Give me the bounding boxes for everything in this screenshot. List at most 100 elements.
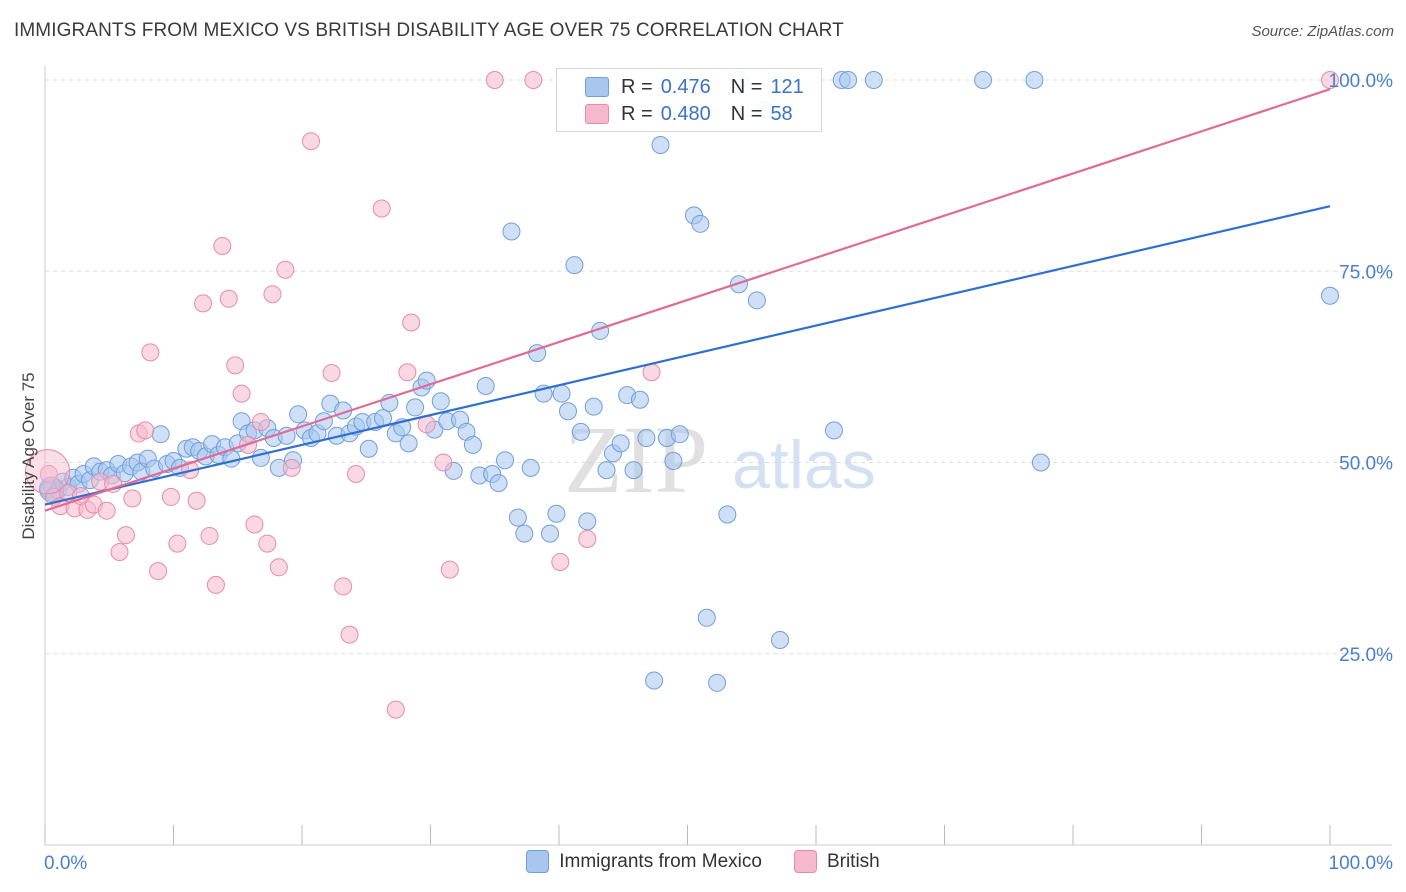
stats-legend-row-mexico: R = 0.476 N = 121 <box>585 73 804 101</box>
tick-labels: 25.0% 50.0% 75.0% 100.0% 0.0% 100.0% <box>44 71 1393 874</box>
data-point-mexico <box>651 136 670 155</box>
watermark-zip: ZIP <box>564 406 708 513</box>
r-label: R = <box>621 75 653 98</box>
legend-item-mexico[interactable]: Immigrants from Mexico <box>526 850 762 873</box>
data-point-mexico <box>597 461 616 480</box>
data-point-british <box>301 132 320 151</box>
y-tick-label: 50.0% <box>1339 454 1393 475</box>
data-point-mexico <box>664 451 683 470</box>
data-point-mexico <box>864 71 883 89</box>
r-label: R = <box>621 102 653 125</box>
data-point-mexico <box>277 426 296 445</box>
data-point-mexico <box>747 291 766 310</box>
data-point-british <box>578 530 597 548</box>
data-point-british <box>282 458 301 477</box>
data-point-british <box>258 534 277 553</box>
y-axis-label: Disability Age Over 75 <box>19 372 38 540</box>
data-point-mexico <box>630 390 649 409</box>
data-point-british <box>194 294 213 313</box>
data-point-mexico <box>718 505 737 524</box>
data-point-mexico <box>1031 453 1050 472</box>
data-point-mexico <box>521 458 540 477</box>
data-point-british <box>434 453 453 472</box>
data-point-mexico <box>578 512 597 531</box>
n-value-british: 58 <box>770 102 793 125</box>
data-point-british <box>245 515 264 534</box>
data-point-british <box>440 560 459 579</box>
data-point-mexico <box>515 524 534 543</box>
data-point-british <box>116 526 135 545</box>
data-point-mexico <box>359 439 378 458</box>
data-point-british <box>398 363 417 382</box>
data-point-mexico <box>489 474 508 493</box>
n-label: N = <box>730 75 763 98</box>
y-tick-label: 100.0% <box>1329 71 1394 92</box>
data-point-british <box>232 384 251 403</box>
data-point-mexico <box>1321 286 1339 305</box>
data-point-mexico <box>1025 71 1044 89</box>
data-point-british <box>334 577 353 596</box>
n-label: N = <box>730 102 763 125</box>
data-point-mexico <box>463 435 482 454</box>
legend-item-british[interactable]: British <box>793 850 880 873</box>
data-point-british <box>39 464 58 483</box>
data-point-mexico <box>691 214 710 233</box>
data-point-mexico <box>399 434 418 453</box>
data-point-british <box>322 363 341 382</box>
legend-swatch-british <box>585 104 609 124</box>
y-tick-label: 75.0% <box>1339 262 1393 283</box>
data-point-british <box>485 71 504 89</box>
data-point-mexico <box>824 421 843 440</box>
data-point-british <box>346 464 365 483</box>
data-point-mexico <box>151 425 170 444</box>
data-point-british <box>340 625 359 644</box>
data-point-british <box>269 558 288 577</box>
data-point-british <box>386 700 405 719</box>
data-point-british <box>1321 71 1339 89</box>
data-point-british <box>219 289 238 308</box>
legend-swatch-mexico <box>585 77 609 97</box>
data-point-british <box>123 489 142 508</box>
watermark: ZIP atlas <box>564 406 876 513</box>
legend-label-british: British <box>826 850 880 872</box>
data-point-mexico <box>729 275 748 294</box>
trend-line-mexico <box>44 205 1331 506</box>
data-point-mexico <box>771 630 790 649</box>
data-point-mexico <box>697 608 716 627</box>
data-point-mexico <box>839 71 858 89</box>
x-tick-label: 100.0% <box>1329 853 1394 874</box>
data-point-mexico <box>565 256 584 275</box>
data-point-british <box>25 449 71 495</box>
data-point-british <box>213 237 232 256</box>
data-point-mexico <box>670 425 689 444</box>
data-point-british <box>110 543 129 562</box>
data-point-mexico <box>708 673 727 692</box>
data-point-british <box>136 421 155 440</box>
data-point-mexico <box>611 434 630 453</box>
data-point-mexico <box>496 451 515 470</box>
legend-swatch-mexico <box>526 850 550 873</box>
data-point-british <box>161 487 180 506</box>
data-point-british <box>642 363 661 382</box>
data-point-mexico <box>645 671 664 690</box>
series-legend: Immigrants from Mexico British <box>0 850 1406 873</box>
data-point-british <box>372 199 391 218</box>
r-value-british: 0.480 <box>660 102 711 125</box>
data-point-british <box>200 526 219 545</box>
data-point-mexico <box>502 222 521 241</box>
data-point-british <box>524 71 543 89</box>
gridlines <box>45 79 1392 655</box>
chart-title: IMMIGRANTS FROM MEXICO VS BRITISH DISABI… <box>14 20 844 41</box>
data-point-british <box>551 552 570 571</box>
data-point-mexico <box>624 461 643 480</box>
data-point-british <box>168 534 187 553</box>
data-point-mexico <box>406 398 425 417</box>
data-point-mexico <box>547 504 566 523</box>
data-point-mexico <box>637 429 656 448</box>
legend-label-mexico: Immigrants from Mexico <box>559 850 762 872</box>
source-label: Source: ZipAtlas.com <box>1251 23 1394 40</box>
trend-lines <box>44 88 1331 512</box>
data-point-british <box>226 356 245 375</box>
axes <box>44 66 1392 846</box>
